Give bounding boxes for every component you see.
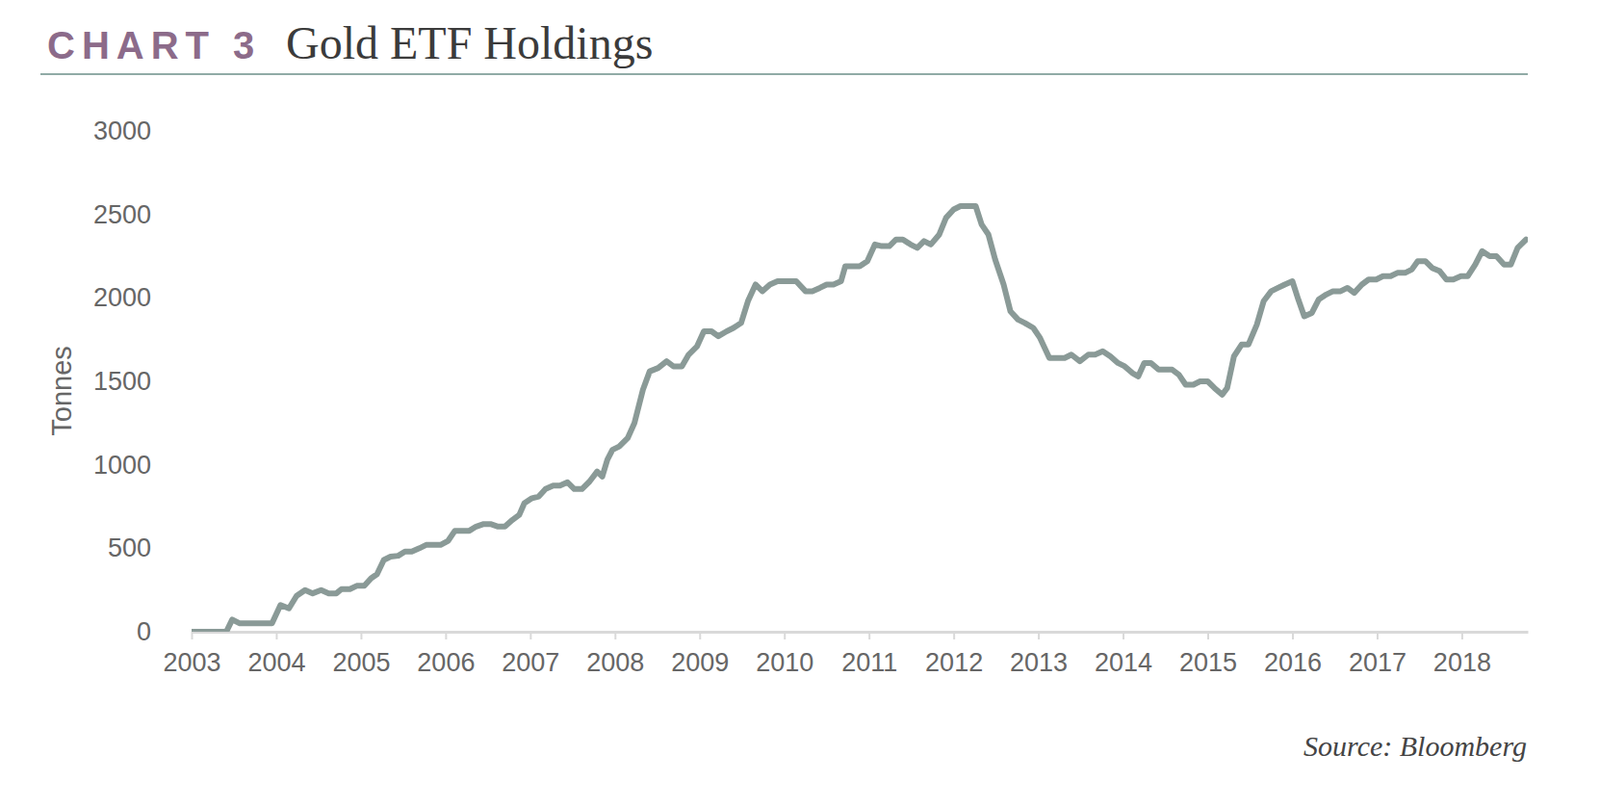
x-tick-mark	[1376, 631, 1379, 640]
x-tick-mark	[1291, 631, 1294, 640]
x-tick: 2005	[332, 631, 390, 677]
x-tick-mark	[868, 631, 871, 640]
y-tick: 2000	[93, 283, 192, 312]
y-tick: 0	[136, 617, 192, 646]
x-tick-label: 2011	[841, 647, 898, 677]
x-tick-label: 2007	[501, 647, 560, 677]
x-tick-mark	[1037, 631, 1040, 640]
y-tick: 1500	[93, 366, 192, 396]
x-tick-label: 2006	[416, 647, 475, 677]
x-tick-mark	[783, 631, 786, 640]
x-tick-label: 2013	[1009, 647, 1068, 677]
y-axis: 0 500 1000 1500 2000 2500 3000	[93, 116, 193, 646]
x-tick: 2016	[1264, 631, 1322, 677]
x-tick-mark	[360, 631, 362, 640]
x-tick: 2011	[841, 631, 898, 677]
chart-number: CHART 3	[47, 24, 261, 67]
x-tick-label: 2015	[1179, 647, 1238, 677]
x-tick-label: 2012	[925, 647, 983, 677]
x-tick: 2008	[586, 631, 645, 677]
x-tick-label: 2016	[1264, 647, 1322, 677]
x-tick-mark	[191, 631, 194, 640]
x-tick: 2017	[1348, 631, 1407, 677]
y-axis-title: Tonnes	[46, 345, 78, 437]
x-tick-label: 2005	[332, 647, 390, 677]
x-axis: 2003 2004 2005 2006 2007 2008 2009 2010 2011 2012…	[162, 631, 1528, 677]
y-tick-label: 2500	[93, 200, 152, 230]
y-tick: 1000	[93, 450, 192, 480]
y-tick-label: 1000	[93, 450, 152, 480]
x-tick-label: 2017	[1348, 647, 1407, 677]
x-tick-mark	[1461, 631, 1464, 640]
y-tick-label: 0	[136, 617, 152, 646]
x-tick: 2018	[1433, 631, 1492, 677]
y-tick-label: 2000	[93, 283, 152, 312]
x-tick: 2010	[755, 631, 814, 677]
x-tick: 2012	[925, 631, 983, 677]
x-tick-mark	[444, 631, 447, 640]
chart: CHART 3 Gold ETF Holdings 0 500 1000 1500 2000…	[0, 0, 1600, 807]
x-tick-label: 2010	[755, 647, 814, 677]
data-line	[191, 206, 1526, 632]
x-tick: 2015	[1179, 631, 1238, 677]
source: Source: Bloomberg	[1303, 729, 1527, 762]
title: Gold ETF Holdings	[285, 17, 653, 69]
y-tick: 3000	[93, 116, 192, 146]
x-tick-mark	[529, 631, 532, 640]
y-tick-label: 1500	[93, 366, 152, 396]
x-tick: 2014	[1094, 631, 1153, 677]
x-axis-line	[192, 630, 1529, 634]
y-tick-label: 500	[107, 533, 152, 563]
header-rule	[40, 73, 1528, 76]
x-tick-mark	[614, 631, 617, 640]
y-tick: 500	[107, 533, 192, 563]
y-axis-line	[191, 131, 193, 633]
x-tick-label: 2018	[1433, 647, 1492, 677]
x-tick-label: 2014	[1094, 647, 1153, 677]
x-tick-mark	[1122, 631, 1125, 640]
plot-area	[191, 206, 1526, 632]
x-tick-label: 2009	[670, 647, 729, 677]
x-tick: 2003	[162, 631, 221, 677]
x-tick-mark	[698, 631, 701, 640]
x-tick-label: 2008	[586, 647, 645, 677]
x-tick-label: 2003	[162, 647, 221, 677]
x-tick-mark	[953, 631, 955, 640]
x-tick: 2004	[247, 631, 306, 677]
x-tick: 2007	[501, 631, 560, 677]
x-tick: 2013	[1009, 631, 1068, 677]
x-tick-mark	[1207, 631, 1210, 640]
x-tick: 2006	[416, 631, 475, 677]
x-tick: 2009	[670, 631, 729, 677]
y-tick-label: 3000	[93, 116, 152, 146]
x-tick-label: 2004	[247, 647, 306, 677]
x-tick-mark	[275, 631, 278, 640]
y-tick: 2500	[93, 200, 192, 230]
